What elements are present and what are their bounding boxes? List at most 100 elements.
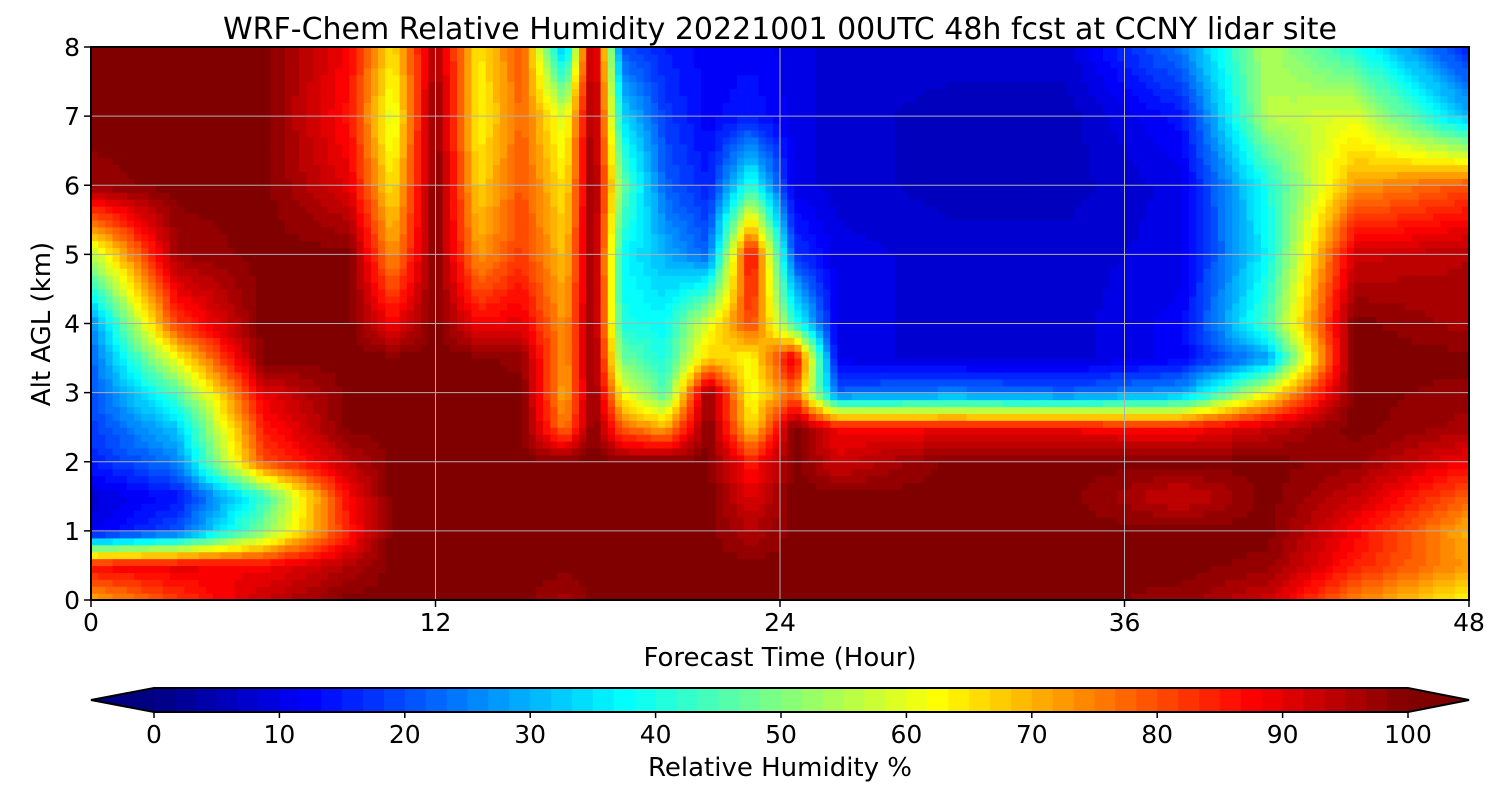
- heatmap-cell: [980, 517, 989, 525]
- heatmap-cell: [1031, 523, 1039, 532]
- heatmap-cell: [715, 523, 724, 532]
- heatmap-cell: [1224, 489, 1233, 497]
- heatmap-cell: [500, 482, 508, 490]
- heatmap-cell: [370, 572, 379, 580]
- heatmap-cell: [112, 537, 121, 546]
- heatmap-cell: [672, 551, 681, 560]
- heatmap-cell: [952, 551, 961, 560]
- heatmap-cell: [1454, 544, 1463, 553]
- heatmap-cell: [449, 593, 458, 600]
- heatmap-cell: [988, 454, 996, 463]
- heatmap-cell: [1375, 537, 1384, 546]
- heatmap-cell: [213, 496, 221, 504]
- heatmap-cell: [442, 530, 451, 539]
- heatmap-cell: [1318, 579, 1327, 587]
- heatmap-cell: [1311, 461, 1319, 470]
- heatmap-cell: [988, 441, 996, 449]
- heatmap-cell: [335, 489, 343, 497]
- heatmap-cell: [930, 544, 939, 553]
- heatmap-cell: [837, 475, 846, 484]
- heatmap-cell: [464, 447, 472, 456]
- heatmap-cell: [1368, 572, 1377, 580]
- heatmap-cell: [169, 434, 178, 442]
- heatmap-cell: [622, 579, 630, 587]
- heatmap-cell: [234, 441, 243, 449]
- heatmap-cell: [1224, 468, 1233, 477]
- heatmap-cell: [607, 593, 616, 600]
- heatmap-cell: [1002, 517, 1011, 525]
- heatmap-cell: [141, 447, 150, 456]
- heatmap-cell: [241, 475, 250, 484]
- heatmap-cell: [880, 530, 889, 539]
- heatmap-cell: [550, 420, 559, 428]
- heatmap-cell: [1016, 496, 1025, 504]
- heatmap-cell: [686, 489, 695, 497]
- heatmap-cell: [1088, 468, 1097, 477]
- heatmap-cell: [973, 427, 982, 435]
- heatmap-cell: [507, 434, 516, 442]
- heatmap-cell: [1246, 586, 1255, 594]
- heatmap-cell: [873, 420, 882, 428]
- heatmap-cell: [894, 427, 903, 435]
- heatmap-cell: [607, 523, 616, 532]
- heatmap-cell: [952, 489, 961, 497]
- heatmap-cell: [887, 496, 896, 504]
- heatmap-cell: [1390, 510, 1398, 518]
- heatmap-cell: [686, 496, 695, 504]
- heatmap-cell: [1260, 441, 1269, 449]
- heatmap-cell: [162, 468, 171, 477]
- heatmap-cell: [1232, 510, 1240, 518]
- heatmap-cell: [270, 441, 279, 449]
- heatmap-cell: [937, 551, 946, 560]
- heatmap-cell: [392, 510, 401, 518]
- heatmap-cell: [342, 441, 350, 449]
- heatmap-cell: [1260, 447, 1269, 456]
- heatmap-cell: [1339, 530, 1348, 539]
- heatmap-cell: [1232, 530, 1240, 539]
- heatmap-cell: [543, 461, 551, 470]
- heatmap-cell: [241, 544, 250, 553]
- heatmap-cell: [112, 413, 121, 421]
- heatmap-cell: [837, 558, 846, 567]
- heatmap-cell: [1325, 482, 1334, 490]
- heatmap-cell: [299, 496, 307, 504]
- heatmap-cell: [306, 517, 315, 525]
- heatmap-cell: [220, 420, 228, 428]
- heatmap-cell: [385, 447, 394, 456]
- heatmap-cell: [1246, 510, 1255, 518]
- heatmap-cell: [277, 579, 286, 587]
- heatmap-cell: [1289, 544, 1298, 553]
- heatmap-cell: [579, 523, 587, 532]
- heatmap-cell: [858, 489, 867, 497]
- heatmap-cell: [327, 530, 336, 539]
- heatmap-cell: [1131, 482, 1140, 490]
- heatmap-cell: [586, 475, 594, 484]
- heatmap-cell: [1289, 468, 1298, 477]
- heatmap-cell: [1059, 593, 1068, 600]
- heatmap-cell: [1110, 503, 1118, 511]
- heatmap-cell: [966, 427, 975, 435]
- heatmap-cell: [937, 489, 946, 497]
- heatmap-cell: [672, 427, 681, 435]
- heatmap-cell: [1433, 482, 1441, 490]
- heatmap-cell: [126, 572, 135, 580]
- heatmap-cell: [1210, 454, 1219, 463]
- heatmap-cell: [614, 586, 623, 594]
- heatmap-cell: [708, 572, 717, 580]
- heatmap-cell: [780, 523, 788, 532]
- heatmap-cell: [1038, 434, 1047, 442]
- heatmap-cell: [693, 468, 702, 477]
- heatmap-cell: [270, 420, 279, 428]
- heatmap-cell: [313, 434, 322, 442]
- heatmap-cell: [1397, 468, 1406, 477]
- heatmap-cell: [105, 489, 114, 497]
- heatmap-cell: [823, 482, 831, 490]
- heatmap-cell: [535, 579, 544, 587]
- heatmap-cell: [471, 551, 480, 560]
- heatmap-cell: [973, 551, 982, 560]
- heatmap-cell: [1095, 420, 1104, 428]
- heatmap-cell: [830, 537, 839, 546]
- heatmap-cell: [514, 461, 523, 470]
- heatmap-cell: [169, 475, 178, 484]
- heatmap-cell: [1411, 510, 1420, 518]
